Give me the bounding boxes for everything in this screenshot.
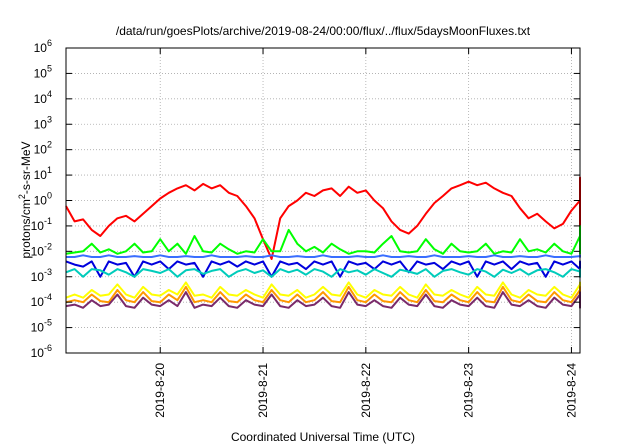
series-line-6	[65, 281, 581, 299]
y-tick-base: 10	[34, 143, 48, 157]
y-tick-exponent: 6	[47, 38, 52, 48]
y-tick-exponent: -4	[44, 292, 52, 302]
x-axis-ticks: 2019-8-20 2019-8-21 2019-8-22 2019-8-23 2019…	[153, 48, 578, 418]
series-line-8	[65, 291, 581, 309]
y-tick-exponent: 3	[47, 114, 52, 124]
y-tick-base: 10	[31, 321, 45, 335]
y-tick-base: 10	[31, 346, 45, 360]
y-tick-label: 102	[34, 140, 52, 157]
x-axis-title: Coordinated Universal Time (UTC)	[231, 430, 415, 444]
y-tick-label: 103	[34, 114, 52, 131]
y-tick-label: 10-2	[31, 241, 52, 258]
y-axis-ticks: 10-610-510-410-310-210-11001011021031041…	[31, 38, 580, 360]
y-tick-label: 10-3	[31, 267, 52, 284]
series-layer	[65, 176, 581, 309]
y-tick-base: 10	[31, 295, 45, 309]
y-tick-base: 10	[31, 270, 45, 284]
y-tick-base: 10	[34, 117, 48, 131]
y-tick-exponent: -2	[44, 241, 52, 251]
series-line-4	[66, 254, 581, 258]
y-tick-label: 100	[34, 191, 52, 208]
y-tick-exponent: -6	[44, 343, 52, 353]
y-axis-title-suffix: -s-sr-MeV	[19, 141, 33, 194]
y-axis-title: protons/cm2-s-sr-MeV	[17, 141, 33, 258]
y-tick-label: 10-6	[31, 343, 52, 360]
x-tick-label: 2019-8-23	[462, 363, 476, 418]
y-tick-base: 10	[34, 41, 48, 55]
y-tick-base: 10	[31, 219, 45, 233]
y-axis-title-prefix: protons/cm	[19, 199, 33, 258]
y-tick-exponent: 5	[47, 63, 52, 73]
y-tick-base: 10	[34, 92, 48, 106]
y-tick-label: 10-4	[31, 292, 52, 309]
y-tick-exponent: 2	[47, 140, 52, 150]
y-tick-exponent: -1	[44, 216, 52, 226]
y-axis-title-sup: 2	[17, 194, 27, 199]
y-tick-exponent: 4	[47, 89, 52, 99]
y-tick-base: 10	[34, 66, 48, 80]
y-tick-exponent: 1	[47, 165, 52, 175]
series-line-1	[65, 176, 581, 260]
y-tick-exponent: -3	[44, 267, 52, 277]
y-tick-label: 10-5	[31, 318, 52, 335]
series-line-7	[65, 285, 581, 304]
y-tick-base: 10	[34, 194, 48, 208]
y-tick-label: 101	[34, 165, 52, 182]
y-tick-label: 106	[34, 38, 52, 55]
x-tick-label: 2019-8-20	[153, 363, 167, 418]
y-tick-label: 104	[34, 89, 52, 106]
y-tick-base: 10	[31, 244, 45, 258]
y-tick-label: 105	[34, 63, 52, 80]
y-tick-exponent: -5	[44, 318, 52, 328]
x-tick-label: 2019-8-22	[359, 363, 373, 418]
y-tick-label: 10-1	[31, 216, 52, 233]
plot-frame	[65, 47, 581, 354]
chart-title: /data/run/goesPlots/archive/2019-08-24/0…	[116, 24, 531, 38]
grid	[66, 48, 580, 353]
y-tick-exponent: 0	[47, 191, 52, 201]
y-tick-base: 10	[34, 168, 48, 182]
series-line-5	[65, 268, 581, 278]
series-line-2	[65, 224, 581, 255]
x-tick-label: 2019-8-24	[564, 363, 578, 418]
x-tick-label: 2019-8-21	[256, 363, 270, 418]
